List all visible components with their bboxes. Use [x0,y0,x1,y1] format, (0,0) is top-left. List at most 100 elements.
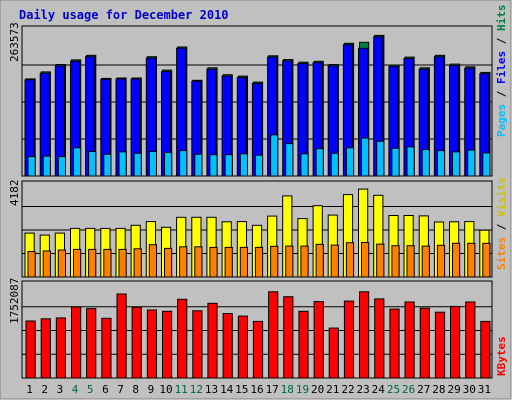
bar-sites [391,245,400,278]
bar-kbytes [177,298,188,379]
legend-sep-2: / [495,31,508,51]
bar-sites [436,244,446,278]
bar-pages [148,151,158,177]
x-tick-label: 18 [281,383,294,396]
bar-pages [73,147,82,177]
bar-pages [57,156,66,177]
legend-sep-1: / [495,84,508,104]
bar-pages [452,151,461,177]
bar-kbytes [162,310,173,379]
bar-sites [376,243,385,278]
bar-sites [73,248,82,278]
bar-sites [406,245,415,278]
bar-sites [118,248,127,278]
legend-files: Files [495,51,508,84]
bar-pages [406,146,415,177]
bar-pages [436,150,446,177]
bar-sites [254,246,264,278]
bar-pages [315,148,324,177]
x-tick-label: 7 [117,383,124,396]
bar-sites [239,246,249,278]
bar-kbytes [252,320,264,379]
bar-kbytes [192,310,203,379]
bar-sites [452,242,461,278]
bar-pages [467,149,476,177]
right-legend-hits: Pages / Files / Hits [495,5,508,138]
bar-sites [315,243,324,278]
x-tick-label: 16 [250,383,263,396]
bar-kbytes [389,308,400,379]
chart-title: Daily usage for December 2010 [19,8,229,22]
bar-sites [57,249,66,278]
x-tick-label: 11 [175,383,188,396]
x-tick-label: 15 [235,383,248,396]
bar-pages [270,134,279,177]
legend-pages: Pages [495,104,508,137]
bar-pages [133,152,142,177]
bar-sites [27,251,36,278]
hits-max-label: 263573 [8,22,21,62]
bar-kbytes [40,318,51,379]
x-tick-label: 30 [463,383,476,396]
x-tick-label: 10 [159,383,172,396]
legend-sep-3: / [495,217,508,237]
bar-kbytes [328,327,339,379]
x-tick-label: 12 [190,383,203,396]
x-tick-label: 22 [341,383,354,396]
bar-sites [467,242,476,278]
bar-kbytes [71,306,82,379]
bar-pages [224,154,233,177]
x-tick-label: 6 [102,383,109,396]
bar-pages [421,149,430,177]
x-tick-label: 5 [87,383,94,396]
bar-kbytes [480,320,491,379]
x-tick-label: 2 [41,383,48,396]
kbytes-max-label: 1752087 [8,278,21,324]
bar-pages [194,153,203,177]
x-tick-label: 19 [296,383,309,396]
bar-pages [482,152,491,177]
x-tick-label: 25 [387,383,400,396]
bar-sites [179,246,188,278]
bar-kbytes [374,298,385,379]
bar-kbytes [25,320,36,379]
bar-sites [194,246,203,278]
bar-sites [164,247,173,278]
bar-pages [179,150,188,177]
bar-kbytes [131,306,142,379]
bar-kbytes [283,296,294,379]
bar-pages [361,137,370,177]
bar-pages [88,151,97,177]
bar-kbytes [434,311,446,379]
bar-kbytes [465,301,476,379]
x-tick-label: 21 [326,383,339,396]
bar-sites [421,245,430,278]
bar-pages [27,156,36,177]
x-tick-label: 9 [148,383,155,396]
bar-sites [224,246,233,278]
bar-sites [88,248,97,278]
bar-pages [254,154,264,177]
x-tick-label: 8 [132,383,139,396]
bar-kbytes [404,301,415,379]
x-tick-label: 3 [57,383,64,396]
x-tick-label: 24 [372,383,386,396]
bar-pages [164,151,173,177]
bar-sites [330,244,339,278]
x-tick-label: 13 [205,383,218,396]
x-tick-label: 31 [478,383,491,396]
bar-kbytes [313,301,324,379]
bar-sites [482,242,491,278]
x-tick-labels: 1 2 3 4 5 6 7 8 9 10 11 12 13 14 15 16 17 18 19 20 21 22 23 24 2… [26,383,491,396]
x-tick-label: 14 [220,383,234,396]
bar-kbytes [86,308,97,379]
x-tick-label: 28 [432,383,445,396]
visits-max-label: 4182 [8,180,21,207]
bar-pages [118,151,127,177]
legend-hits: Hits [495,5,508,32]
bar-kbytes [343,300,355,379]
legend-visits: Visits [495,177,508,217]
x-tick-label: 1 [26,383,33,396]
x-tick-label: 23 [356,383,369,396]
